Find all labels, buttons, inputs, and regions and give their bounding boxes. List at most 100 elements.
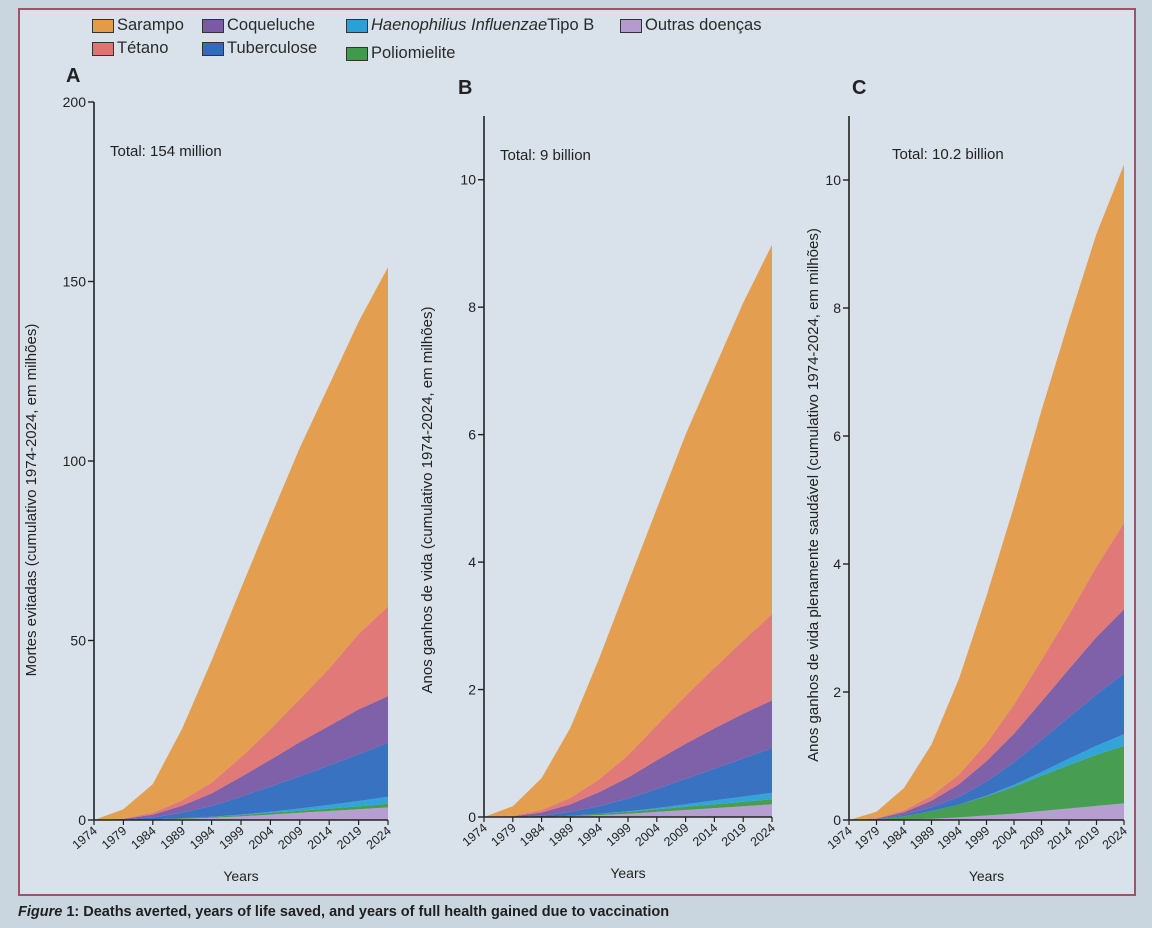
y-tick-label: 0 [78, 812, 86, 828]
y-tick-label: 200 [63, 94, 87, 110]
x-tick-label: 2014 [305, 824, 335, 853]
legend-item-tetano: Tétano [92, 39, 168, 58]
x-tick-label: 2019 [719, 821, 749, 850]
x-tick-label: 2009 [275, 824, 305, 853]
caption-text: 1: Deaths averted, years of life saved, … [62, 904, 670, 920]
x-axis-title: Years [969, 868, 1004, 884]
area-outras-doen-as [849, 803, 1124, 820]
y-tick-label: 4 [833, 556, 841, 572]
legend-label: Poliomielite [371, 44, 456, 62]
y-tick-label: 2 [833, 684, 841, 700]
y-tick-label: 50 [70, 633, 86, 649]
area-coqueluche [94, 696, 388, 820]
legend-label: Coqueluche [227, 16, 316, 34]
x-tick-label: 1994 [935, 824, 965, 853]
x-tick-label: 1974 [460, 821, 490, 850]
x-tick-label: 2024 [364, 824, 394, 853]
x-tick-label: 2024 [748, 821, 778, 850]
legend-item-hib: Haenophilius Influenzae Tipo B [346, 16, 594, 35]
x-tick-label: 1999 [604, 821, 634, 850]
y-tick-label: 10 [825, 172, 841, 188]
y-axis-title: Mortes evitadas (cumulativo 1974-2024, e… [23, 324, 40, 677]
area-poliomielite [849, 745, 1124, 820]
legend-label: Tuberculose [227, 39, 318, 57]
legend-label: Tétano [117, 39, 169, 57]
legend-item-outras: Outras doenças [620, 16, 761, 35]
panel-letter: B [458, 77, 472, 99]
x-tick-label: 1999 [962, 824, 992, 853]
y-tick-label: 0 [833, 812, 841, 828]
area-t-tano [849, 523, 1124, 820]
y-tick-label: 8 [468, 299, 476, 315]
legend: Sarampo Coqueluche Haenophilius Influenz… [92, 16, 792, 72]
legend-item-tuberculose: Tuberculose [202, 39, 317, 58]
x-tick-label: 2009 [661, 821, 691, 850]
x-tick-label: 2024 [1100, 824, 1130, 853]
area-tuberculose [484, 748, 772, 817]
figure-caption: Figure 1: Deaths averted, years of life … [18, 904, 669, 920]
area-t-tano [94, 606, 388, 820]
x-tick-label: 2019 [334, 824, 364, 853]
panel-letter: A [66, 65, 80, 87]
legend-label: Sarampo [117, 16, 184, 34]
y-tick-label: 10 [460, 172, 476, 188]
x-tick-label: 1984 [517, 821, 547, 850]
x-tick-label: 2014 [1045, 824, 1075, 853]
x-tick-label: 2004 [990, 824, 1020, 853]
y-tick-label: 6 [833, 428, 841, 444]
legend-swatch [202, 41, 224, 56]
x-tick-label: 1984 [880, 824, 910, 853]
y-tick-label: 2 [468, 682, 476, 698]
y-tick-label: 8 [833, 300, 841, 316]
area-t-tano [484, 614, 772, 817]
x-tick-label: 1994 [187, 824, 217, 853]
y-tick-label: 0 [468, 809, 476, 825]
area-outras-doen-as [94, 807, 388, 820]
legend-swatch [92, 41, 114, 56]
y-tick-label: 100 [63, 453, 87, 469]
panel-letter: C [852, 77, 866, 99]
legend-swatch [346, 46, 368, 61]
y-axis-title: Anos ganhos de vida (cumulativo 1974-202… [419, 307, 436, 694]
area-tuberculose [849, 673, 1124, 820]
x-tick-label: 1979 [99, 824, 129, 853]
chart-panel-c: 0246810197419791984198919941999200420092… [805, 77, 1130, 884]
x-axis-title: Years [610, 865, 645, 881]
legend-swatch [202, 18, 224, 33]
x-axis-title: Years [223, 868, 258, 884]
area-haenophilius-influenzae-tipo-b [94, 796, 388, 820]
x-tick-label: 1979 [488, 821, 518, 850]
y-tick-label: 6 [468, 427, 476, 443]
x-tick-label: 1984 [128, 824, 158, 853]
legend-item-poliomielite: Poliomielite [346, 44, 455, 63]
x-tick-label: 2019 [1072, 824, 1102, 853]
chart-panel-b: 0246810197419791984198919941999200420092… [419, 77, 778, 881]
chart-panel-a: 0 50 100 150 200 1974 1979 1984 1989 1994 1999 2004… [23, 65, 394, 884]
legend-label: Outras doenças [645, 16, 762, 34]
x-tick-label: 1989 [907, 824, 937, 853]
area-coqueluche [849, 609, 1124, 820]
total-label: Total: 154 million [110, 143, 222, 160]
legend-item-coqueluche: Coqueluche [202, 16, 315, 35]
x-tick-label: 1994 [575, 821, 605, 850]
x-tick-label: 2009 [1017, 824, 1047, 853]
area-tuberculose [94, 742, 388, 820]
x-tick-label: 1974 [70, 824, 100, 853]
legend-label-italic: Haenophilius Influenzae [371, 16, 548, 34]
total-label: Total: 9 billion [500, 147, 591, 164]
area-coqueluche [484, 700, 772, 817]
legend-swatch [620, 18, 642, 33]
x-tick-label: 1974 [825, 824, 855, 853]
x-tick-label: 2004 [246, 824, 276, 853]
area-sarampo [94, 267, 388, 821]
area-poliomielite [484, 799, 772, 817]
total-label: Total: 10.2 billion [892, 146, 1004, 163]
legend-label: Tipo B [547, 16, 595, 34]
x-tick-label: 1999 [217, 824, 247, 853]
x-tick-label: 2004 [632, 821, 662, 850]
caption-label: Figure [18, 904, 63, 920]
x-tick-label: 1979 [852, 824, 882, 853]
y-axis-title: Anos ganhos de vida plenamente saudável … [805, 228, 822, 762]
area-outras-doen-as [484, 804, 772, 817]
